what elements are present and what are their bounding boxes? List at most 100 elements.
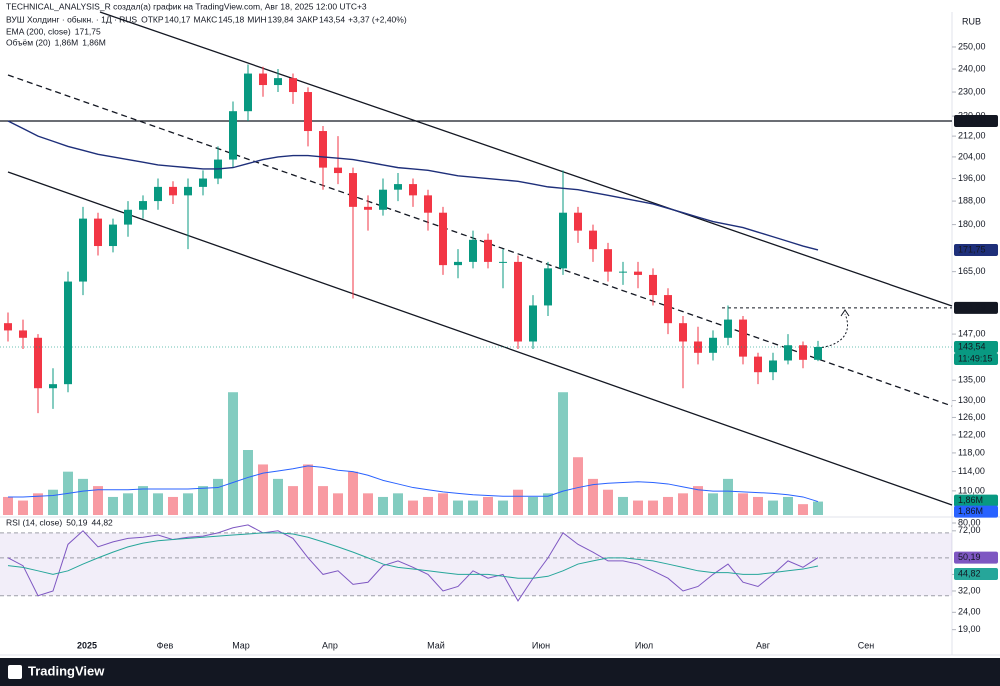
header-text: 50,19 (66, 517, 88, 527)
candle-body (499, 261, 507, 263)
level-label-box (954, 301, 998, 314)
candle-body (304, 92, 312, 132)
header-text: 139,84 (268, 14, 294, 24)
rsi-label-box (954, 551, 998, 564)
volume-bar (543, 493, 553, 515)
candle-body (184, 186, 192, 196)
y-tick-label: 130,00 (958, 395, 986, 405)
volume-bar (453, 500, 463, 515)
volume-bar (48, 489, 58, 515)
header-text: RSI (14, close) (6, 517, 62, 527)
candle-body (559, 212, 567, 269)
volume-bar (678, 493, 688, 515)
volume-bar (588, 478, 598, 515)
candle-body (769, 360, 777, 373)
candle-body (349, 173, 357, 207)
candle-body (679, 323, 687, 342)
candle-body (589, 230, 597, 250)
volume-bar (153, 493, 163, 515)
level-label: 154,29 (958, 302, 986, 312)
candle-body (4, 323, 12, 331)
candle-body (739, 319, 747, 357)
rsi-band (0, 532, 952, 596)
y-tick-label: 240,00 (958, 63, 986, 73)
time-label: Апр (322, 640, 338, 650)
volume-bar (573, 457, 583, 515)
rsi-tick-label: 80,00 (958, 517, 981, 527)
rsi-tick-label: 24,00 (958, 607, 981, 617)
volume-bar (333, 493, 343, 515)
time-label: Мар (232, 640, 250, 650)
attribution: TECHNICAL_ANALYSIS_R создал(а) график на… (6, 1, 367, 11)
candle-body (514, 261, 522, 342)
candle-body (409, 184, 417, 196)
header-text: 171,75 (75, 26, 101, 36)
volume-bar (423, 496, 433, 515)
volume-bar (528, 496, 538, 515)
volume-bar (723, 478, 733, 515)
volume-ma-label: 1,86M (958, 506, 983, 516)
volume-bar (378, 496, 388, 515)
candle-body (469, 239, 477, 262)
projection-arrowhead (840, 309, 850, 317)
channel-upper (99, 11, 953, 307)
volume-label-box (954, 494, 998, 507)
candle-body (604, 249, 612, 272)
currency: RUB (962, 16, 981, 26)
y-tick-label: 196,00 (958, 173, 986, 183)
logo: TradingView (28, 663, 105, 678)
volume-bar (108, 496, 118, 515)
volume-bar (768, 500, 778, 515)
y-tick-label: 110,00 (958, 485, 985, 495)
header-text: 1,86M (55, 37, 79, 47)
header-text: 1,86M (82, 37, 106, 47)
y-tick-label: 118,00 (958, 447, 985, 457)
candle-body (19, 330, 27, 338)
candle-body (649, 274, 657, 296)
rsi-ma-line (7, 532, 819, 579)
volume-bar (468, 500, 478, 515)
candle-body (169, 186, 177, 196)
volume-bar (93, 486, 103, 515)
countdown: 11:49:15 (958, 353, 992, 363)
candle-body (454, 261, 462, 266)
volume-bar (213, 478, 223, 515)
time-label: Июн (532, 640, 550, 650)
header-text: +3,37 (+2,40%) (348, 14, 407, 24)
rsi-line (7, 524, 819, 602)
time-label: Июл (635, 640, 653, 650)
candle-body (754, 356, 762, 373)
y-tick-label: 250,00 (958, 41, 986, 51)
projection-arrow (817, 313, 849, 349)
channel-lower (7, 171, 953, 506)
candle-body (544, 268, 552, 306)
candle-body (334, 167, 342, 174)
header-text: ОТКР (141, 14, 164, 24)
rsi-tick-label: 19,00 (958, 624, 981, 634)
volume-bar (738, 493, 748, 515)
volume-bar (138, 486, 148, 515)
volume-bar (78, 478, 88, 515)
channel-middle (7, 74, 953, 407)
volume-bar (123, 493, 133, 515)
candle-body (154, 186, 162, 202)
header-text: ЗАКР (297, 14, 319, 24)
candle-body (364, 206, 372, 210)
volume-bar (348, 471, 358, 515)
ema-label-box (954, 243, 998, 256)
candle-body (634, 271, 642, 275)
candle-body (229, 111, 237, 160)
candle-body (709, 337, 717, 353)
volume-ma-label-box (954, 505, 998, 518)
candle-body (109, 224, 117, 247)
level-label-box (954, 115, 998, 128)
ema-line (7, 120, 819, 251)
y-tick-label: 135,00 (958, 375, 986, 385)
volume-bar (513, 489, 523, 515)
volume-bar (183, 493, 193, 515)
header-text: ВУШ Холдинг · обыкн. · 1Д · RUS (6, 14, 137, 24)
volume-bar (783, 496, 793, 515)
volume-bar (648, 500, 658, 515)
time-label: Авг (756, 640, 771, 650)
candle-body (484, 239, 492, 262)
